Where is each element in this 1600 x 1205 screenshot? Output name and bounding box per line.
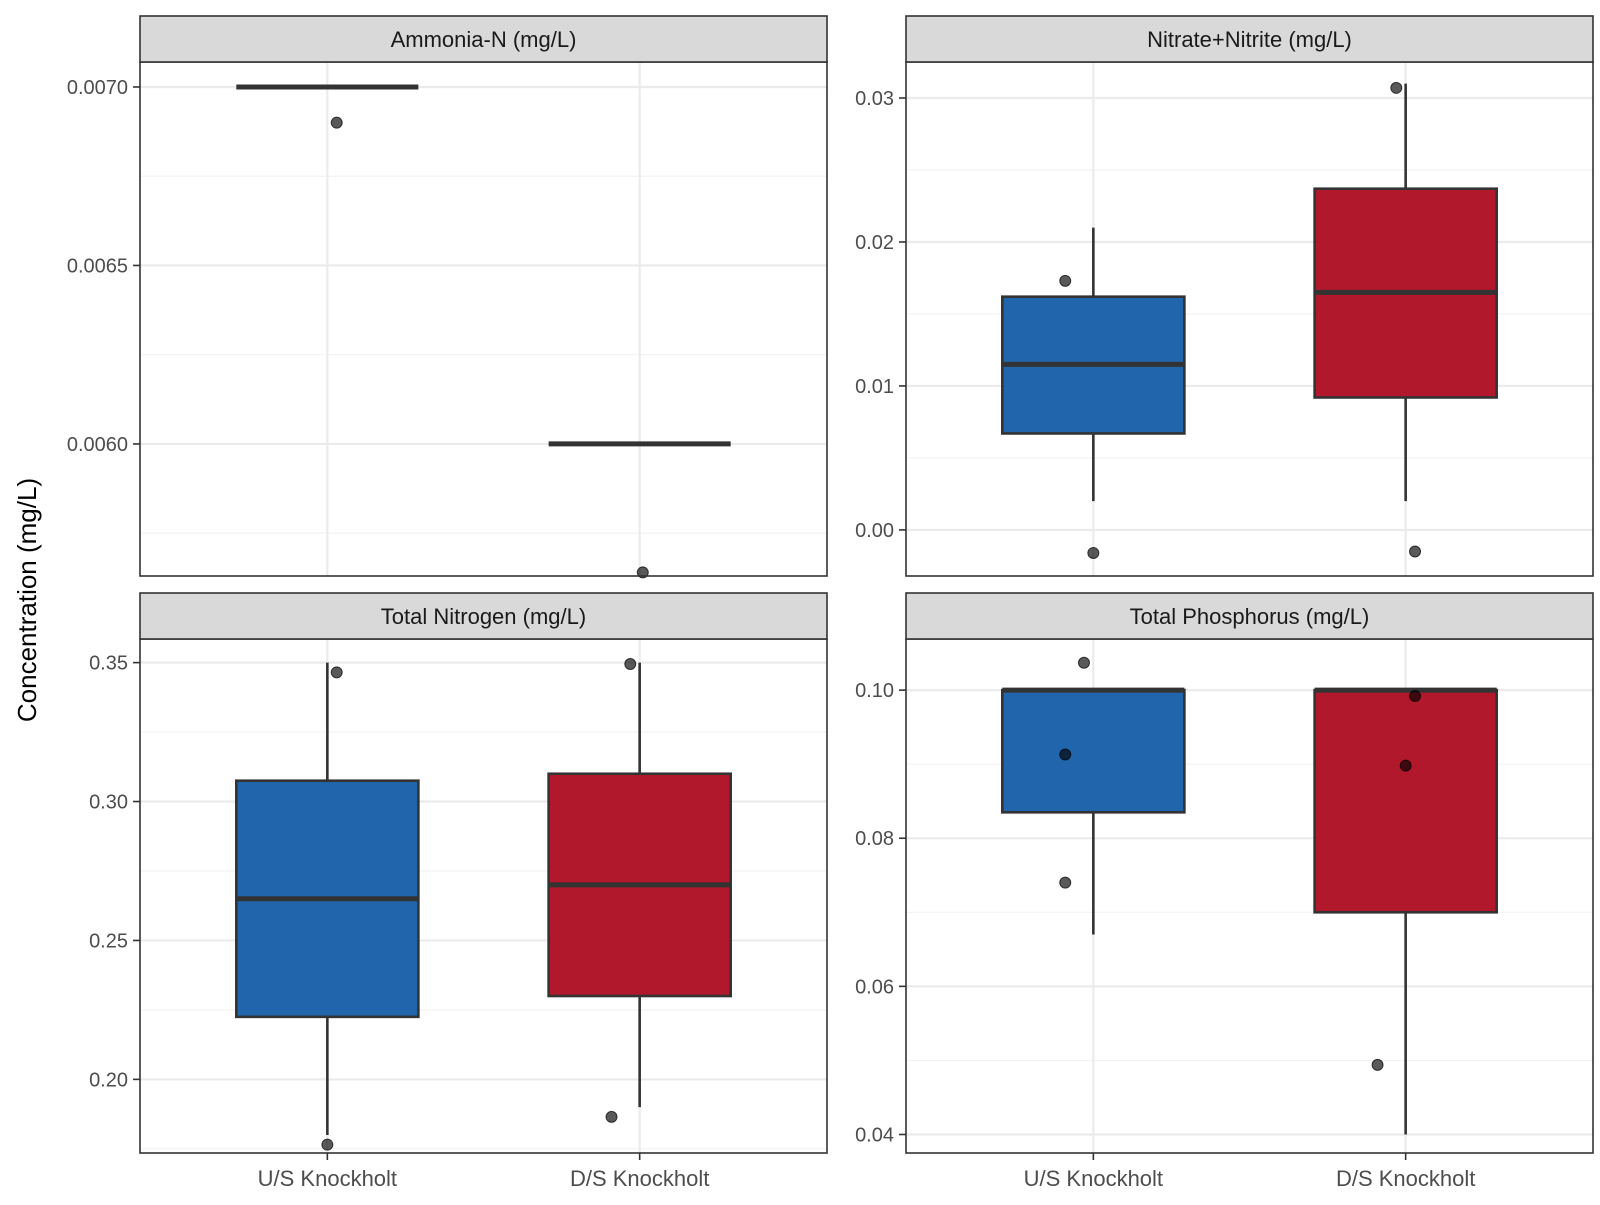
data-point <box>624 658 637 671</box>
y-tick-label: 0.03 <box>855 88 894 110</box>
facet-strip-title: Ammonia-N (mg/L) <box>391 27 577 52</box>
y-tick-label: 0.04 <box>855 1124 894 1146</box>
data-point <box>321 1138 334 1151</box>
y-tick-label: 0.08 <box>855 828 894 850</box>
data-point <box>1390 81 1403 94</box>
boxplot <box>1001 227 1186 502</box>
box-iqr <box>1001 688 1186 814</box>
data-point <box>330 116 343 129</box>
boxplot <box>1313 687 1498 1135</box>
y-tick-label: 0.02 <box>855 232 894 254</box>
y-tick-label: 0.00 <box>855 520 894 542</box>
boxplot <box>547 662 732 1108</box>
facet-strip <box>905 15 1594 63</box>
data-point <box>1409 545 1422 558</box>
facet-panel: Nitrate+Nitrite (mg/L) 0.00 0.01 0.02 0.03 <box>855 15 1594 577</box>
y-tick-label: 0.0065 <box>67 255 128 277</box>
y-tick-label: 0.0060 <box>67 434 128 456</box>
facet-strip <box>905 592 1594 640</box>
y-tick-label: 0.20 <box>89 1069 128 1091</box>
data-point <box>1409 690 1422 703</box>
data-point <box>1399 759 1412 772</box>
data-point <box>1077 656 1090 669</box>
y-tick-label: 0.30 <box>89 792 128 814</box>
x-tick-label: D/S Knockholt <box>1336 1166 1475 1191</box>
facet-panel: Ammonia-N (mg/L) 0.0060 0.0065 0.0070 <box>67 15 828 579</box>
data-point <box>330 666 343 679</box>
data-point <box>1059 876 1072 889</box>
data-point <box>1059 274 1072 287</box>
facet-strip-title: Total Phosphorus (mg/L) <box>1130 604 1370 629</box>
data-point <box>636 566 649 579</box>
facet-strip <box>139 15 828 63</box>
data-point <box>1087 546 1100 559</box>
facet-panel: Total Nitrogen (mg/L) 0.20 0.25 0.30 0.35 U/S… <box>89 592 828 1191</box>
box-iqr <box>1313 688 1498 914</box>
y-tick-label: 0.35 <box>89 653 128 675</box>
facet-strip <box>139 592 828 640</box>
facet-panel: Total Phosphorus (mg/L) 0.04 0.06 0.08 0.10 U… <box>855 592 1594 1191</box>
data-point <box>1371 1058 1384 1071</box>
x-tick-label: D/S Knockholt <box>570 1166 709 1191</box>
x-tick-label: U/S Knockholt <box>1024 1166 1163 1191</box>
boxplot <box>235 662 420 1135</box>
y-tick-label: 0.01 <box>855 376 894 398</box>
data-point <box>1059 748 1072 761</box>
boxplot <box>1313 83 1498 502</box>
y-axis-title: Concentration (mg/L) <box>12 478 42 722</box>
facet-strip-title: Nitrate+Nitrite (mg/L) <box>1147 27 1352 52</box>
facet-strip-title: Total Nitrogen (mg/L) <box>381 604 586 629</box>
y-tick-label: 0.0070 <box>67 77 128 99</box>
y-tick-label: 0.25 <box>89 930 128 952</box>
x-tick-label: U/S Knockholt <box>258 1166 397 1191</box>
panel-background <box>140 62 827 576</box>
boxplot <box>1001 687 1186 935</box>
y-tick-label: 0.10 <box>855 680 894 702</box>
data-point <box>605 1110 618 1123</box>
y-tick-label: 0.06 <box>855 976 894 998</box>
